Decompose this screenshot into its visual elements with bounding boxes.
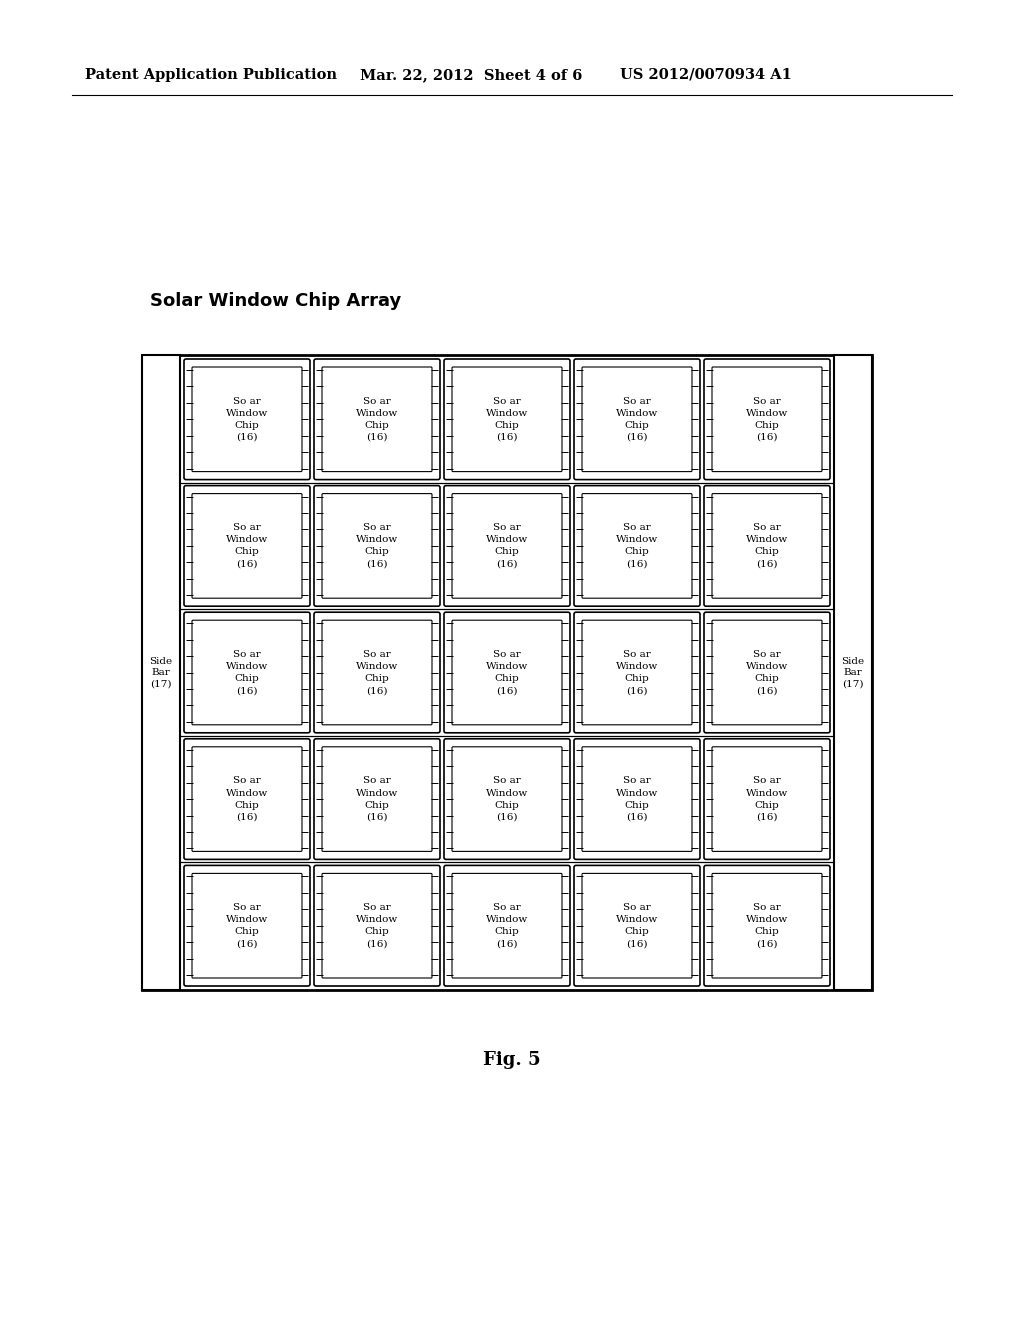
FancyBboxPatch shape <box>444 866 570 986</box>
FancyBboxPatch shape <box>444 612 570 733</box>
Text: So ar
Window
Chip
(16): So ar Window Chip (16) <box>615 396 658 442</box>
Text: US 2012/0070934 A1: US 2012/0070934 A1 <box>620 69 792 82</box>
FancyBboxPatch shape <box>184 739 310 859</box>
Text: Patent Application Publication: Patent Application Publication <box>85 69 337 82</box>
Text: Side
Bar
(17): Side Bar (17) <box>842 657 864 688</box>
Text: So ar
Window
Chip
(16): So ar Window Chip (16) <box>745 396 788 442</box>
Text: So ar
Window
Chip
(16): So ar Window Chip (16) <box>226 523 268 569</box>
Text: So ar
Window
Chip
(16): So ar Window Chip (16) <box>615 903 658 949</box>
FancyBboxPatch shape <box>452 367 562 471</box>
FancyBboxPatch shape <box>322 367 432 471</box>
FancyBboxPatch shape <box>582 620 692 725</box>
Text: So ar
Window
Chip
(16): So ar Window Chip (16) <box>226 776 268 822</box>
FancyBboxPatch shape <box>184 359 310 479</box>
FancyBboxPatch shape <box>452 874 562 978</box>
Text: So ar
Window
Chip
(16): So ar Window Chip (16) <box>356 523 398 569</box>
FancyBboxPatch shape <box>314 359 440 479</box>
FancyBboxPatch shape <box>193 367 302 471</box>
FancyBboxPatch shape <box>582 494 692 598</box>
FancyBboxPatch shape <box>184 486 310 606</box>
FancyBboxPatch shape <box>712 367 822 471</box>
FancyBboxPatch shape <box>712 874 822 978</box>
FancyBboxPatch shape <box>452 494 562 598</box>
FancyBboxPatch shape <box>582 874 692 978</box>
FancyBboxPatch shape <box>314 866 440 986</box>
FancyBboxPatch shape <box>582 747 692 851</box>
FancyBboxPatch shape <box>444 359 570 479</box>
FancyBboxPatch shape <box>444 486 570 606</box>
Text: So ar
Window
Chip
(16): So ar Window Chip (16) <box>745 523 788 569</box>
Text: So ar
Window
Chip
(16): So ar Window Chip (16) <box>615 649 658 696</box>
FancyBboxPatch shape <box>314 612 440 733</box>
Text: So ar
Window
Chip
(16): So ar Window Chip (16) <box>615 776 658 822</box>
FancyBboxPatch shape <box>322 874 432 978</box>
FancyBboxPatch shape <box>314 486 440 606</box>
FancyBboxPatch shape <box>322 747 432 851</box>
FancyBboxPatch shape <box>184 612 310 733</box>
FancyBboxPatch shape <box>452 620 562 725</box>
Text: So ar
Window
Chip
(16): So ar Window Chip (16) <box>226 396 268 442</box>
FancyBboxPatch shape <box>193 747 302 851</box>
Text: So ar
Window
Chip
(16): So ar Window Chip (16) <box>356 396 398 442</box>
Text: So ar
Window
Chip
(16): So ar Window Chip (16) <box>485 396 528 442</box>
FancyBboxPatch shape <box>705 866 830 986</box>
Text: So ar
Window
Chip
(16): So ar Window Chip (16) <box>745 649 788 696</box>
Text: So ar
Window
Chip
(16): So ar Window Chip (16) <box>356 776 398 822</box>
FancyBboxPatch shape <box>322 494 432 598</box>
FancyBboxPatch shape <box>314 739 440 859</box>
FancyBboxPatch shape <box>705 612 830 733</box>
FancyBboxPatch shape <box>712 747 822 851</box>
FancyBboxPatch shape <box>574 486 700 606</box>
FancyBboxPatch shape <box>193 620 302 725</box>
Text: So ar
Window
Chip
(16): So ar Window Chip (16) <box>226 903 268 949</box>
Text: So ar
Window
Chip
(16): So ar Window Chip (16) <box>615 523 658 569</box>
FancyBboxPatch shape <box>574 359 700 479</box>
Text: So ar
Window
Chip
(16): So ar Window Chip (16) <box>485 649 528 696</box>
FancyBboxPatch shape <box>452 747 562 851</box>
Text: Solar Window Chip Array: Solar Window Chip Array <box>150 292 401 310</box>
FancyBboxPatch shape <box>184 866 310 986</box>
Text: So ar
Window
Chip
(16): So ar Window Chip (16) <box>485 903 528 949</box>
Text: Mar. 22, 2012  Sheet 4 of 6: Mar. 22, 2012 Sheet 4 of 6 <box>360 69 583 82</box>
Text: So ar
Window
Chip
(16): So ar Window Chip (16) <box>745 903 788 949</box>
FancyBboxPatch shape <box>582 367 692 471</box>
FancyBboxPatch shape <box>705 739 830 859</box>
FancyBboxPatch shape <box>322 620 432 725</box>
Text: So ar
Window
Chip
(16): So ar Window Chip (16) <box>745 776 788 822</box>
Text: So ar
Window
Chip
(16): So ar Window Chip (16) <box>356 649 398 696</box>
Text: Side
Bar
(17): Side Bar (17) <box>150 657 173 688</box>
FancyBboxPatch shape <box>705 359 830 479</box>
FancyBboxPatch shape <box>705 486 830 606</box>
Bar <box>142 355 180 990</box>
Bar <box>834 355 872 990</box>
Text: So ar
Window
Chip
(16): So ar Window Chip (16) <box>356 903 398 949</box>
FancyBboxPatch shape <box>193 874 302 978</box>
FancyBboxPatch shape <box>574 739 700 859</box>
Text: So ar
Window
Chip
(16): So ar Window Chip (16) <box>485 523 528 569</box>
Text: So ar
Window
Chip
(16): So ar Window Chip (16) <box>226 649 268 696</box>
FancyBboxPatch shape <box>574 612 700 733</box>
FancyBboxPatch shape <box>444 739 570 859</box>
Bar <box>142 355 872 990</box>
FancyBboxPatch shape <box>712 620 822 725</box>
Text: Fig. 5: Fig. 5 <box>483 1051 541 1069</box>
FancyBboxPatch shape <box>712 494 822 598</box>
Text: So ar
Window
Chip
(16): So ar Window Chip (16) <box>485 776 528 822</box>
FancyBboxPatch shape <box>193 494 302 598</box>
FancyBboxPatch shape <box>574 866 700 986</box>
